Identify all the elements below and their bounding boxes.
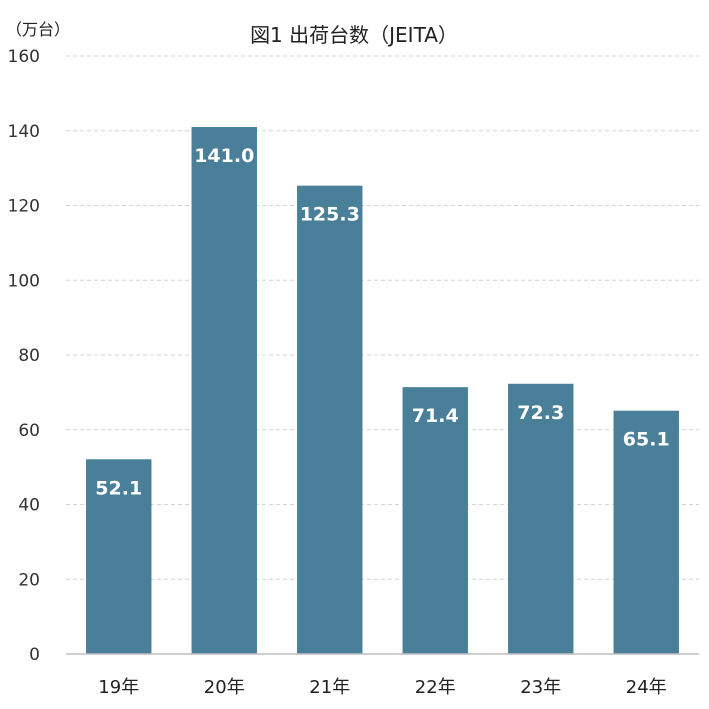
bar [191,127,257,654]
bar [402,387,468,654]
y-tick-label: 80 [18,346,40,366]
bar [613,410,679,654]
y-tick-label: 60 [18,421,40,441]
y-tick-label: 40 [18,496,40,516]
y-tick-label: 20 [18,570,40,590]
bar [86,459,152,654]
bars [86,127,679,654]
y-tick-label: 140 [8,122,40,142]
bar [297,185,363,654]
x-tick-label: 24年 [626,677,667,698]
data-label: 65.1 [623,429,670,451]
bar [508,383,574,654]
gridlines [66,55,699,580]
y-tick-label: 160 [8,47,40,67]
data-label: 141.0 [194,145,254,167]
y-tick-label: 120 [8,197,40,217]
y-axis-unit-label: （万台） [6,20,70,39]
data-labels: 52.1 141.0 125.3 71.4 72.3 65.1 [95,145,669,499]
y-axis-ticks: 0 20 40 60 80 100 120 140 160 [8,47,40,665]
chart-title: 図1 出荷台数（JEITA） [250,23,458,47]
y-tick-label: 0 [29,645,40,665]
x-tick-label: 23年 [520,677,561,698]
x-tick-label: 21年 [309,677,350,698]
data-label: 71.4 [412,405,459,427]
y-tick-label: 100 [8,271,40,291]
x-tick-label: 22年 [415,677,456,698]
data-label: 125.3 [300,204,360,226]
x-tick-label: 19年 [98,677,139,698]
x-axis-ticks: 19年 20年 21年 22年 23年 24年 [98,677,666,698]
data-label: 52.1 [95,477,142,499]
x-tick-label: 20年 [204,677,245,698]
data-label: 72.3 [517,402,564,424]
